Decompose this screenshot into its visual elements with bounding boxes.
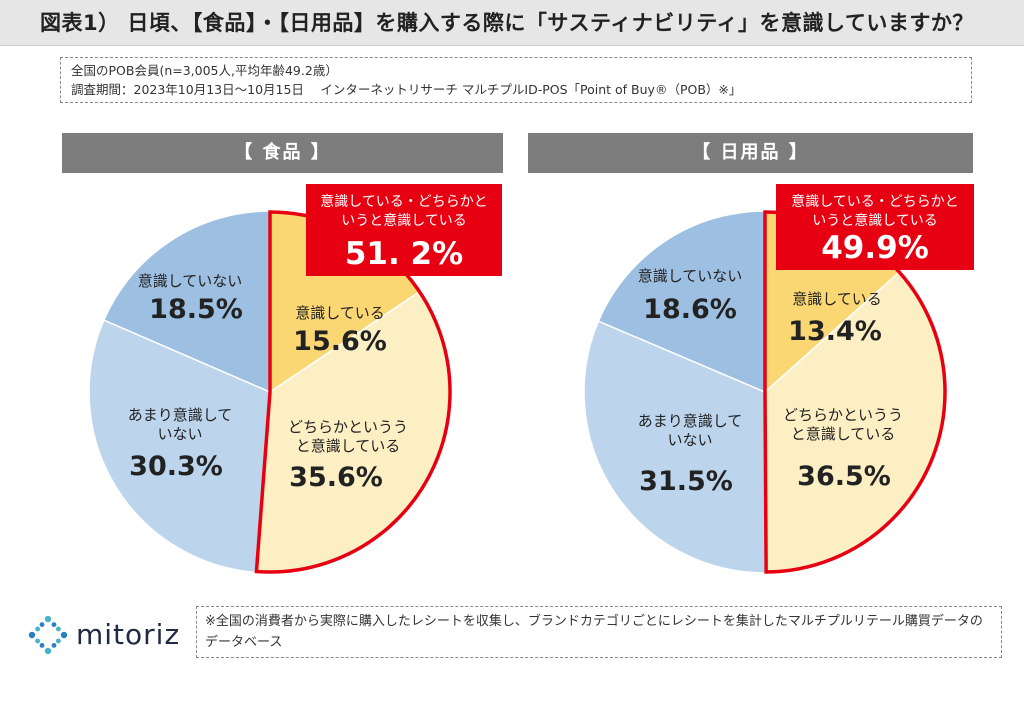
mitoriz-logo: mitoriz: [24, 612, 189, 658]
slice-label-2: あまり意識して: [128, 406, 233, 424]
logo-dot: [60, 631, 68, 639]
daily-goods-chart-title: 【 日用品 】: [528, 133, 973, 173]
slice-value-3: 18.6%: [643, 294, 737, 325]
slice-label-1: どちらかというう: [288, 418, 408, 436]
pie-slice-3: [102, 210, 271, 394]
slice-label-2: あまり意識して: [638, 412, 743, 430]
callout-label: 意識している・どちらかと: [320, 193, 488, 210]
callout-label: いうと意識している: [812, 212, 938, 229]
slice-label-1: と意識している: [296, 437, 401, 455]
survey-info: 全国のPOB会員(n=3,005人,平均年齢49.2歳） 調査期間：2023年1…: [60, 57, 972, 103]
logo-dot: [39, 622, 45, 628]
callout-value: 51. 2%: [345, 236, 463, 272]
slice-label-1: どちらかというう: [783, 406, 903, 424]
slice-label-2: いない: [157, 425, 202, 443]
callout-label: 意識している・どちらかと: [791, 193, 959, 210]
slice-value-0: 15.6%: [293, 326, 387, 357]
callout-box: [776, 184, 974, 270]
slice-label-3: 意識していない: [638, 267, 743, 285]
logo-text: mitoriz: [76, 618, 181, 651]
slice-value-3: 18.5%: [149, 294, 243, 325]
slice-value-1: 35.6%: [289, 462, 383, 493]
slice-value-2: 30.3%: [129, 451, 223, 482]
logo-dot: [51, 622, 57, 628]
callout-box: [306, 184, 502, 276]
slice-label-2: いない: [667, 431, 712, 449]
footnote: ※全国の消費者から実際に購入したレシートを収集し、ブランドカテゴリごとにレシート…: [196, 606, 1002, 658]
logo-dot: [55, 626, 61, 632]
logo-dot: [28, 631, 36, 639]
slice-label-3: 意識していない: [138, 272, 243, 290]
callout-label: いうと意識している: [341, 212, 467, 229]
logo-dot: [51, 642, 57, 648]
pie-slice-2: [583, 320, 767, 574]
slice-label-0: 意識している: [792, 290, 882, 308]
pie-slice-3: [597, 210, 766, 394]
logo-dot: [39, 642, 45, 648]
slice-label-1: と意識している: [791, 425, 896, 443]
slice-value-2: 31.5%: [639, 466, 733, 497]
logo-dot: [35, 626, 41, 632]
logo-dot: [55, 638, 61, 644]
slice-label-0: 意識している: [295, 304, 385, 322]
pie-slice-2: [88, 319, 271, 574]
callout-value: 49.9%: [821, 230, 929, 266]
page-title: 図表1） 日頃、【食品】・【日用品】を購入する際に「サスティナビリティ」を意識し…: [0, 0, 1024, 46]
food-chart-title: 【 食品 】: [62, 133, 503, 173]
slice-value-0: 13.4%: [788, 316, 882, 347]
logo-dot: [44, 647, 52, 655]
logo-dot: [44, 615, 52, 623]
slice-value-1: 36.5%: [797, 461, 891, 492]
survey-info-period: 調査期間：2023年10月13日～10月15日 インターネットリサーチ マルチプ…: [71, 82, 742, 97]
logo-dot: [35, 638, 41, 644]
logo-mark-icon: [28, 615, 68, 655]
survey-info-sample: 全国のPOB会員(n=3,005人,平均年齢49.2歳）: [71, 63, 338, 78]
